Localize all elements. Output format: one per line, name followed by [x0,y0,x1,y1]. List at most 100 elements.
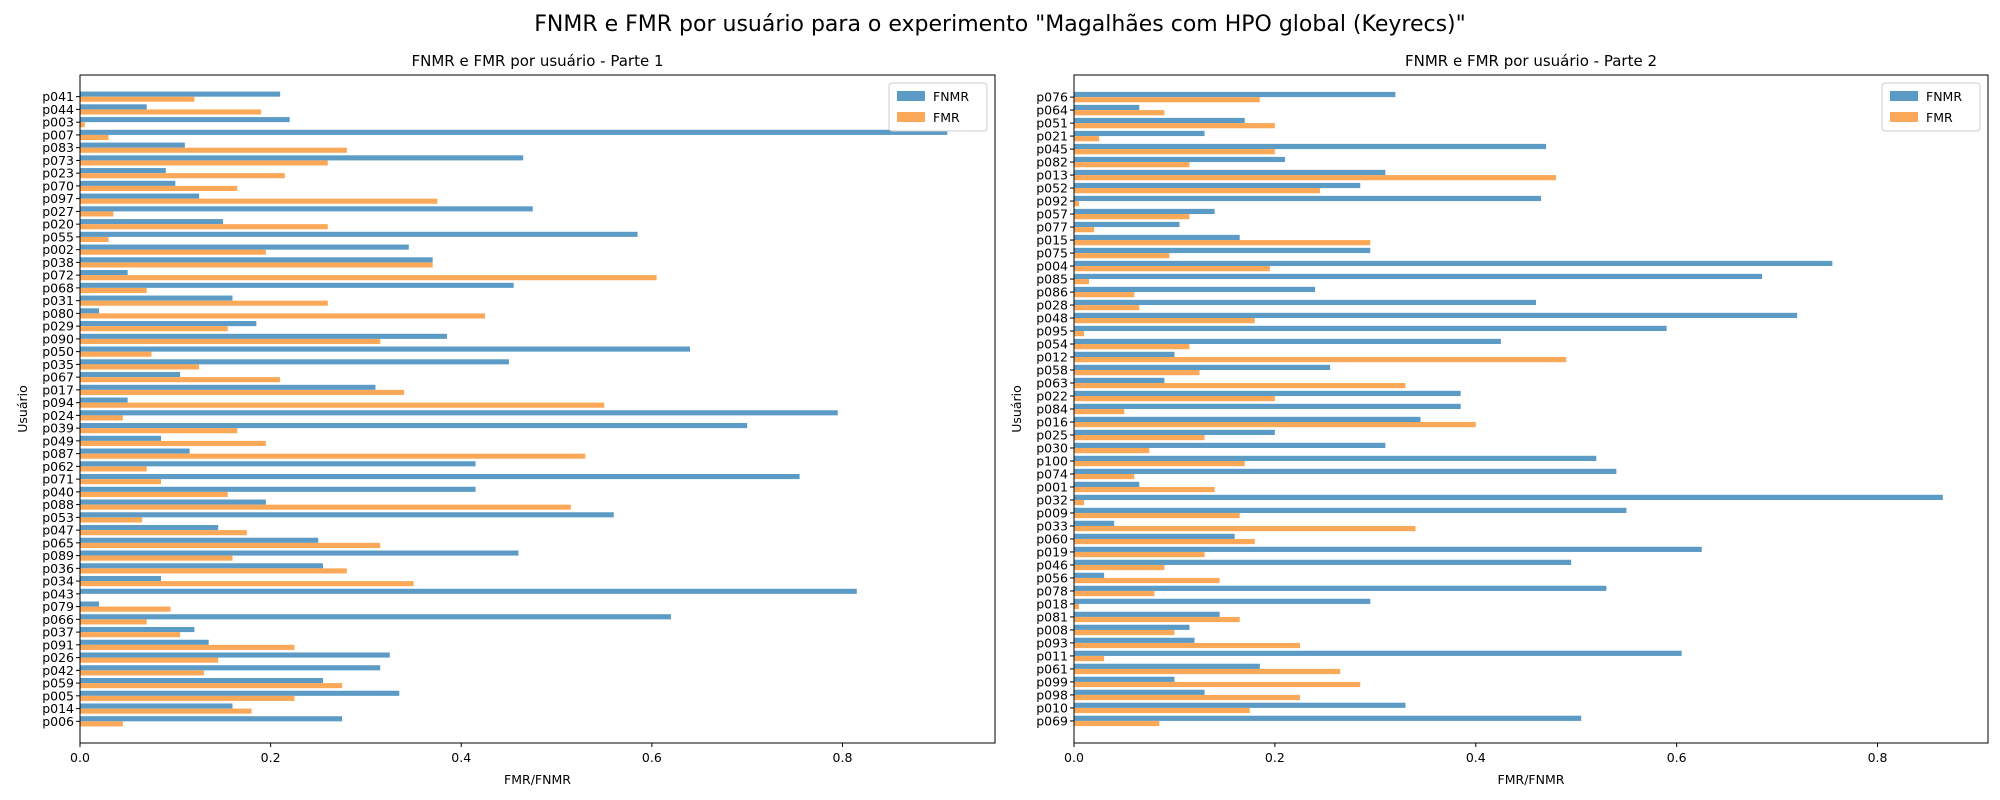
subplot-part-2: p076p064p051p021p045p082p013p052p092p057… [1009,52,1989,787]
bar-fnmr-p056 [1074,572,1105,578]
bar-fmr-p023 [80,173,285,179]
y-tick-label: p046 [1036,557,1068,572]
y-tick-label: p073 [42,153,74,168]
bar-fmr-p088 [80,504,571,510]
bar-fmr-p054 [1074,344,1190,350]
bar-fnmr-p025 [1074,429,1275,435]
y-tick-label: p080 [42,306,74,321]
y-tick-label: p088 [42,497,74,512]
y-tick-label: p055 [42,229,74,244]
bar-fmr-p044 [80,109,262,115]
x-tick-label: 0.6 [1667,750,1687,765]
y-tick-label: p067 [42,370,74,385]
bar-fmr-p077 [1074,227,1095,233]
bar-fnmr-p024 [80,410,838,416]
bar-fmr-p055 [80,236,109,242]
bar-fmr-p026 [80,657,219,663]
bar-fnmr-p053 [80,512,614,518]
bar-fnmr-p029 [80,321,257,327]
bar-fnmr-p074 [1074,468,1617,474]
bar-fmr-p099 [1074,681,1361,688]
bar-fmr-p056 [1074,577,1220,584]
y-tick-label: p035 [42,357,74,372]
bar-fmr-p085 [1074,279,1090,285]
bar-fmr-p018 [1074,603,1080,610]
x-axis-label: FMR/FNMR [1498,772,1565,787]
x-tick-label: 0.4 [1466,750,1486,765]
bar-fnmr-p007 [80,129,948,135]
y-tick-label: p001 [1036,479,1068,494]
y-tick-label: p047 [42,523,74,538]
y-tick-label: p079 [42,599,74,614]
bar-fmr-p075 [1074,253,1170,259]
bar-fnmr-p059 [80,677,324,684]
bar-fmr-p042 [80,670,204,676]
y-axis-label: Usuário [15,385,30,433]
y-tick-label: p097 [42,191,74,206]
bar-fmr-p081 [1074,616,1240,623]
bar-fnmr-p062 [80,461,476,467]
bar-fnmr-p028 [1074,299,1537,306]
plot-frame [79,74,996,744]
bar-fnmr-p038 [80,257,433,263]
x-tick-label: 0.8 [833,750,853,765]
bar-fmr-p068 [80,287,147,293]
y-tick-label: p031 [42,293,74,308]
bar-fmr-p065 [80,542,381,548]
y-tick-label: p098 [1036,687,1068,702]
bar-fmr-p072 [80,275,657,281]
bar-fmr-p094 [80,402,605,408]
bar-fnmr-p088 [80,499,266,505]
y-tick-label: p054 [1036,337,1068,352]
bar-fmr-p025 [1074,434,1205,441]
y-tick-label: p034 [42,574,74,589]
y-tick-label: p045 [1036,142,1068,157]
y-tick-label: p075 [1036,246,1068,261]
bar-fmr-p051 [1074,123,1275,129]
bar-fnmr-p016 [1074,416,1421,422]
y-tick-label: p010 [1036,700,1068,715]
bar-fmr-p022 [1074,396,1275,402]
bar-fmr-p060 [1074,538,1255,545]
bar-fmr-p087 [80,453,586,459]
bar-fnmr-p021 [1074,130,1205,137]
bar-fnmr-p019 [1074,546,1702,552]
bar-fmr-p086 [1074,292,1135,298]
y-tick-label: p007 [42,127,74,142]
bar-fnmr-p032 [1074,494,1943,500]
y-tick-label: p083 [42,140,74,155]
y-tick-label: p056 [1036,570,1068,585]
y-tick-label: p062 [42,459,74,474]
y-tick-label: p013 [1036,168,1068,183]
bar-fmr-p040 [80,491,228,497]
bar-fmr-p059 [80,683,343,689]
legend-swatch-fnmr [897,91,925,101]
y-tick-label: p038 [42,255,74,270]
y-tick-label: p071 [42,472,74,487]
bar-fmr-p038 [80,262,433,268]
y-tick-label: p059 [42,676,74,691]
legend-label-fnmr: FNMR [933,89,969,104]
bar-fnmr-p050 [80,346,690,352]
bar-fnmr-p052 [1074,182,1361,189]
y-axis-label: Usuário [1009,385,1024,433]
bar-fmr-p028 [1074,305,1140,311]
bar-fnmr-p013 [1074,169,1386,176]
y-tick-label: p016 [1036,414,1068,429]
y-tick-label: p018 [1036,596,1068,611]
bar-fnmr-p014 [80,703,233,709]
y-tick-label: p066 [42,612,74,627]
y-tick-label: p070 [42,178,74,193]
bar-fnmr-p093 [1074,637,1195,643]
bar-fmr-p066 [80,619,147,625]
bar-fmr-p064 [1074,110,1165,116]
bar-fnmr-p083 [80,142,185,148]
bar-fnmr-p070 [80,180,176,186]
bar-fnmr-p043 [80,588,857,594]
bar-fnmr-p095 [1074,325,1667,332]
bar-fmr-p011 [1074,655,1105,662]
bar-fnmr-p047 [80,525,219,531]
bar-fnmr-p033 [1074,520,1115,526]
bar-fmr-p021 [1074,136,1100,142]
